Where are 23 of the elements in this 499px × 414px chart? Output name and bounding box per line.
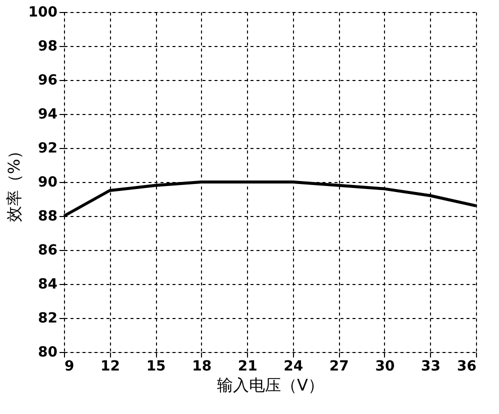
x-tick-label: 36 — [457, 358, 476, 374]
x-tick-label: 24 — [284, 358, 304, 374]
x-tick-label: 33 — [420, 358, 440, 374]
x-tick-label: 9 — [64, 358, 74, 374]
x-tick-label: 21 — [238, 358, 258, 374]
y-tick-label: 82 — [38, 310, 58, 326]
y-tick-label: 86 — [38, 242, 58, 258]
x-tick-label: 27 — [329, 358, 349, 374]
y-tick-label: 94 — [38, 106, 58, 122]
x-tick-label: 30 — [375, 358, 395, 374]
x-axis-title: 输入电压（V） — [217, 376, 324, 394]
x-tick-label: 12 — [100, 358, 120, 374]
y-tick-label: 100 — [28, 4, 58, 20]
y-tick-label: 84 — [38, 276, 58, 292]
y-tick-label: 98 — [38, 38, 58, 54]
x-tick-label: 15 — [146, 358, 166, 374]
y-tick-label: 96 — [38, 72, 58, 88]
y-tick-label: 92 — [38, 140, 58, 156]
x-tick-label: 18 — [192, 358, 212, 374]
y-tick-label: 90 — [38, 174, 58, 190]
y-tick-label: 88 — [38, 208, 58, 224]
y-axis-title: 效率（%） — [4, 142, 24, 222]
y-tick-label: 80 — [38, 344, 58, 360]
